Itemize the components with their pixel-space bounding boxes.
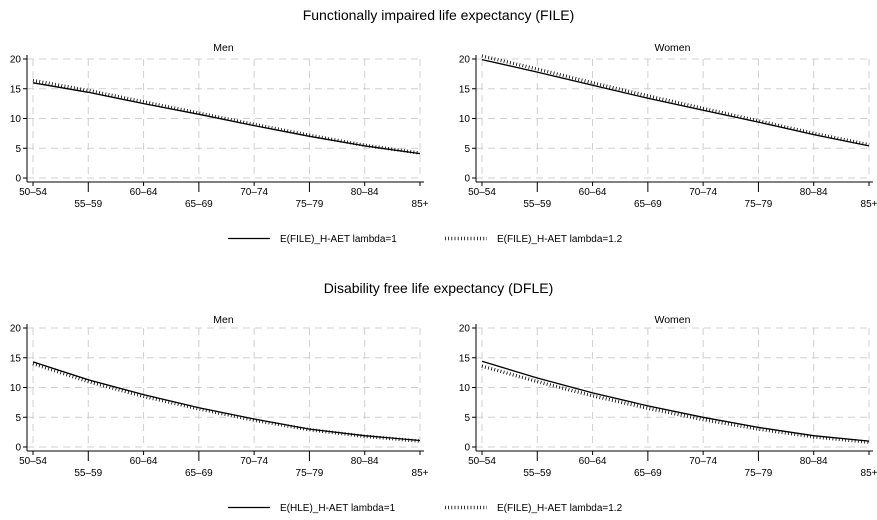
legend: E(FILE)_H-AET lambda=1 E(FILE)_H-AET lamb… [228, 234, 623, 245]
y-tick-label: 20 [10, 55, 22, 66]
x-tick-label: 60–64 [130, 187, 158, 198]
x-tick-label: 55–59 [74, 199, 102, 210]
y-tick-label: 10 [10, 383, 22, 394]
x-tick-label: 50–54 [468, 456, 496, 467]
chart-section-1: Disability free life expectancy (DFLE) Me… [10, 280, 877, 514]
chart-title: Functionally impaired life expectancy (F… [303, 7, 575, 23]
x-tick-label: 75–79 [296, 468, 324, 479]
x-tick-label: 55–59 [523, 199, 551, 210]
y-tick-label: 20 [459, 55, 471, 66]
x-tick-label: 80–84 [800, 187, 828, 198]
x-tick-label: 80–84 [800, 456, 828, 467]
y-tick-label: 5 [464, 413, 470, 424]
y-tick-label: 20 [10, 324, 22, 335]
y-tick-label: 5 [15, 413, 21, 424]
x-tick-label: 85+ [861, 199, 877, 210]
x-tick-label: 85+ [412, 199, 429, 210]
legend-label: E(FILE)_H-AET lambda=1.2 [497, 234, 623, 245]
series-line-lambda-1-2 [32, 362, 421, 443]
y-tick-label: 15 [10, 84, 22, 95]
x-tick-label: 60–64 [579, 456, 607, 467]
series-line-lambda-1-2 [481, 364, 870, 444]
panel-0-1: Women 0 5 10 15 20 50–54 55–59 60–64 65–69 70–74 75… [459, 42, 877, 210]
series-line-lambda-1-2 [32, 78, 421, 155]
series-line-lambda-1 [481, 58, 870, 147]
x-tick-label: 80–84 [351, 456, 379, 467]
y-tick-label: 0 [15, 174, 21, 185]
y-tick-label: 10 [459, 383, 471, 394]
panel-1-0: Men 0 5 10 15 20 50–54 55–59 60–64 65–69 70–74 75–7… [10, 314, 429, 479]
series-line-lambda-1-2 [481, 54, 870, 147]
panel-0-0: Men 0 5 10 15 20 50–54 55–59 60–64 65–69 70–74 75–7… [10, 42, 429, 210]
y-tick-label: 5 [15, 144, 21, 155]
x-tick-label: 60–64 [130, 456, 158, 467]
panel-title: Men [213, 42, 234, 54]
legend-label: E(FILE)_H-AET lambda=1 [280, 234, 397, 245]
x-tick-label: 75–79 [745, 199, 773, 210]
x-tick-label: 75–79 [296, 199, 324, 210]
legend-label: E(FILE)_H-AET lambda=1.2 [497, 503, 623, 514]
series-line-lambda-1 [32, 361, 421, 442]
panel-title: Women [655, 42, 691, 54]
y-tick-label: 5 [464, 144, 470, 155]
y-tick-label: 10 [10, 114, 22, 125]
panel-title: Men [213, 314, 234, 326]
chart-title: Disability free life expectancy (DFLE) [324, 280, 554, 296]
x-tick-label: 55–59 [74, 468, 102, 479]
panel-title: Women [655, 314, 691, 326]
x-tick-label: 75–79 [745, 468, 773, 479]
y-tick-label: 15 [459, 84, 471, 95]
y-tick-label: 0 [464, 443, 470, 454]
x-tick-label: 65–69 [634, 199, 662, 210]
x-tick-label: 70–74 [689, 187, 717, 198]
x-tick-label: 70–74 [240, 456, 268, 467]
x-tick-label: 70–74 [689, 456, 717, 467]
y-tick-label: 15 [10, 353, 22, 364]
x-tick-label: 85+ [412, 468, 429, 479]
x-tick-label: 80–84 [351, 187, 379, 198]
y-tick-label: 0 [15, 443, 21, 454]
series-line-lambda-1 [481, 360, 870, 442]
x-tick-label: 85+ [861, 468, 877, 479]
x-tick-label: 50–54 [19, 456, 47, 467]
legend-label: E(HLE)_H-AET lambda=1 [280, 503, 396, 514]
x-tick-label: 65–69 [185, 199, 213, 210]
x-tick-label: 65–69 [634, 468, 662, 479]
legend: E(HLE)_H-AET lambda=1 E(FILE)_H-AET lambd… [228, 503, 623, 514]
x-tick-label: 65–69 [185, 468, 213, 479]
y-tick-label: 20 [459, 324, 471, 335]
y-tick-label: 15 [459, 353, 471, 364]
x-tick-label: 60–64 [579, 187, 607, 198]
x-tick-label: 50–54 [468, 187, 496, 198]
series-line-lambda-1 [32, 82, 421, 155]
chart-section-0: Functionally impaired life expectancy (F… [10, 7, 877, 245]
x-tick-label: 50–54 [19, 187, 47, 198]
panel-1-1: Women 0 5 10 15 20 50–54 55–59 60–64 65–69 70–74 75… [459, 314, 877, 479]
x-tick-label: 70–74 [240, 187, 268, 198]
y-tick-label: 0 [464, 174, 470, 185]
x-tick-label: 55–59 [523, 468, 551, 479]
y-tick-label: 10 [459, 114, 471, 125]
